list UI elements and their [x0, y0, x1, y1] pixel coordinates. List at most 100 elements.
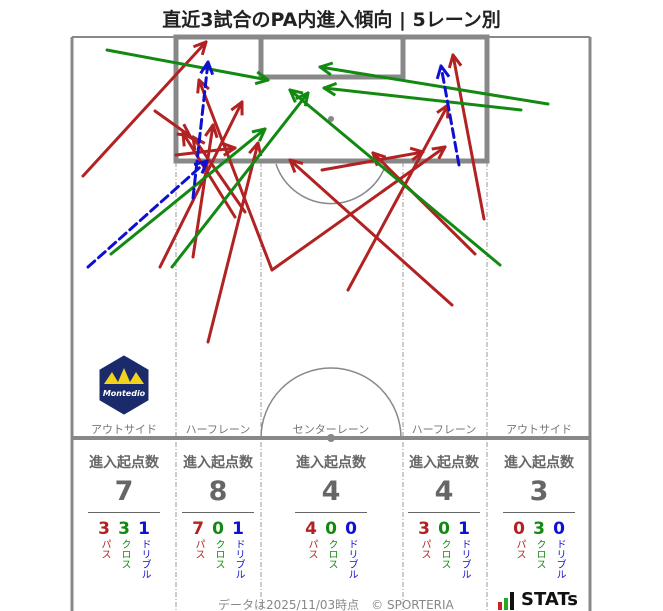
lane-stats-header: 進入起点数	[183, 455, 253, 471]
lane-total: 4	[434, 476, 454, 507]
lane-stats-header: 進入起点数	[296, 455, 366, 471]
divider	[88, 512, 160, 513]
pass-arrow	[81, 42, 206, 178]
pass-arrow	[346, 105, 448, 292]
lane-total: 3	[529, 476, 549, 507]
pass-arrow	[199, 80, 274, 272]
goal-area	[258, 34, 406, 80]
dribble-label: ドリブル	[554, 539, 565, 579]
dribble-arrow	[191, 62, 208, 200]
cross-arrow	[105, 48, 268, 80]
cross-count: 0 クロス	[437, 519, 451, 579]
footer-note: データは2025/11/03時点 © SPORTERIA	[218, 598, 454, 611]
cross-label: クロス	[439, 539, 450, 569]
dribble-label: ドリブル	[346, 539, 357, 579]
pass-count: 3 パス	[417, 519, 431, 579]
lane-stats-header: 進入起点数	[89, 455, 159, 471]
cross-arrow	[290, 90, 502, 267]
dribble-count: 1 ドリブル	[137, 519, 151, 579]
cross-label: クロス	[213, 539, 224, 569]
pass-arrow	[290, 160, 454, 307]
cross-value: 3	[118, 519, 130, 539]
cross-count: 0 クロス	[324, 519, 338, 579]
dribble-count: 1 ドリブル	[231, 519, 245, 579]
cross-arrow	[109, 129, 265, 256]
dribble-arrow	[86, 161, 207, 269]
lane-stats-header: 進入起点数	[409, 455, 479, 471]
lane-stats: 進入起点数 4 3 パス 0 クロス 1 ドリブル	[394, 452, 494, 579]
center-spot	[327, 434, 335, 442]
lane-label: ハーフレーン	[411, 423, 477, 436]
cross-arrow	[320, 67, 550, 106]
pass-count: 0 パス	[512, 519, 526, 579]
divider	[295, 512, 367, 513]
lane-stats: 進入起点数 3 0 パス 3 クロス 0 ドリブル	[489, 452, 589, 579]
dribble-label: ドリブル	[459, 539, 470, 579]
dribble-count: 1 ドリブル	[457, 519, 471, 579]
pass-value: 7	[192, 519, 204, 539]
lane-label: アウトサイド	[91, 423, 157, 436]
dribble-value: 0	[553, 519, 565, 539]
dribble-label: ドリブル	[233, 539, 244, 579]
lane-stats: 進入起点数 4 4 パス 0 クロス 0 ドリブル	[281, 452, 381, 579]
pass-arrow	[153, 109, 190, 136]
center-circle	[260, 367, 402, 439]
divider	[182, 512, 254, 513]
dribble-value: 1	[232, 519, 244, 539]
penalty-arc	[275, 163, 387, 205]
pass-value: 0	[513, 519, 525, 539]
pass-arrow	[453, 55, 486, 221]
pass-count: 4 パス	[304, 519, 318, 579]
pass-label: パス	[99, 539, 110, 559]
pass-label: パス	[514, 539, 525, 559]
cross-count: 0 クロス	[211, 519, 225, 579]
lane-stats-header: 進入起点数	[504, 455, 574, 471]
pass-arrow	[206, 143, 258, 344]
pass-value: 3	[98, 519, 110, 539]
lane-total: 8	[208, 476, 228, 507]
lane-stats: 進入起点数 8 7 パス 0 クロス 1 ドリブル	[168, 452, 268, 579]
lane-label: ハーフレーン	[185, 423, 251, 436]
pass-count: 7 パス	[191, 519, 205, 579]
cross-value: 3	[533, 519, 545, 539]
cross-value: 0	[212, 519, 224, 539]
pass-count: 3 パス	[97, 519, 111, 579]
dribble-arrow	[441, 66, 461, 167]
lane-total: 7	[114, 476, 134, 507]
chart-title: 直近3試合のPA内進入傾向 | 5レーン別	[162, 9, 501, 31]
dribble-value: 1	[458, 519, 470, 539]
stats-logo: STATs	[498, 590, 578, 610]
dribble-count: 0 ドリブル	[552, 519, 566, 579]
pass-value: 3	[418, 519, 430, 539]
pass-arrow	[270, 147, 445, 272]
cross-count: 3 クロス	[117, 519, 131, 579]
cross-label: クロス	[119, 539, 130, 569]
cross-arrow	[324, 88, 523, 112]
pass-value: 4	[305, 519, 317, 539]
pass-label: パス	[193, 539, 204, 559]
cross-value: 0	[438, 519, 450, 539]
cross-count: 3 クロス	[532, 519, 546, 579]
lane-label: アウトサイド	[506, 423, 572, 436]
cross-label: クロス	[534, 539, 545, 569]
cross-arrow	[170, 93, 308, 269]
divider	[503, 512, 575, 513]
dribble-label: ドリブル	[139, 539, 150, 579]
lane-label: センターレーン	[292, 423, 370, 436]
pass-arrow	[158, 102, 242, 269]
team-emblem-text: Montedio	[103, 389, 146, 398]
dribble-count: 0 ドリブル	[344, 519, 358, 579]
team-emblem	[99, 355, 149, 415]
dribble-value: 0	[345, 519, 357, 539]
penalty-spot	[328, 116, 334, 122]
lane-total: 4	[321, 476, 341, 507]
cross-value: 0	[325, 519, 337, 539]
lane-stats: 進入起点数 7 3 パス 3 クロス 1 ドリブル	[74, 452, 174, 579]
cross-label: クロス	[326, 539, 337, 569]
dribble-value: 1	[138, 519, 150, 539]
pass-label: パス	[306, 539, 317, 559]
pass-arrow	[193, 137, 247, 214]
pass-label: パス	[419, 539, 430, 559]
